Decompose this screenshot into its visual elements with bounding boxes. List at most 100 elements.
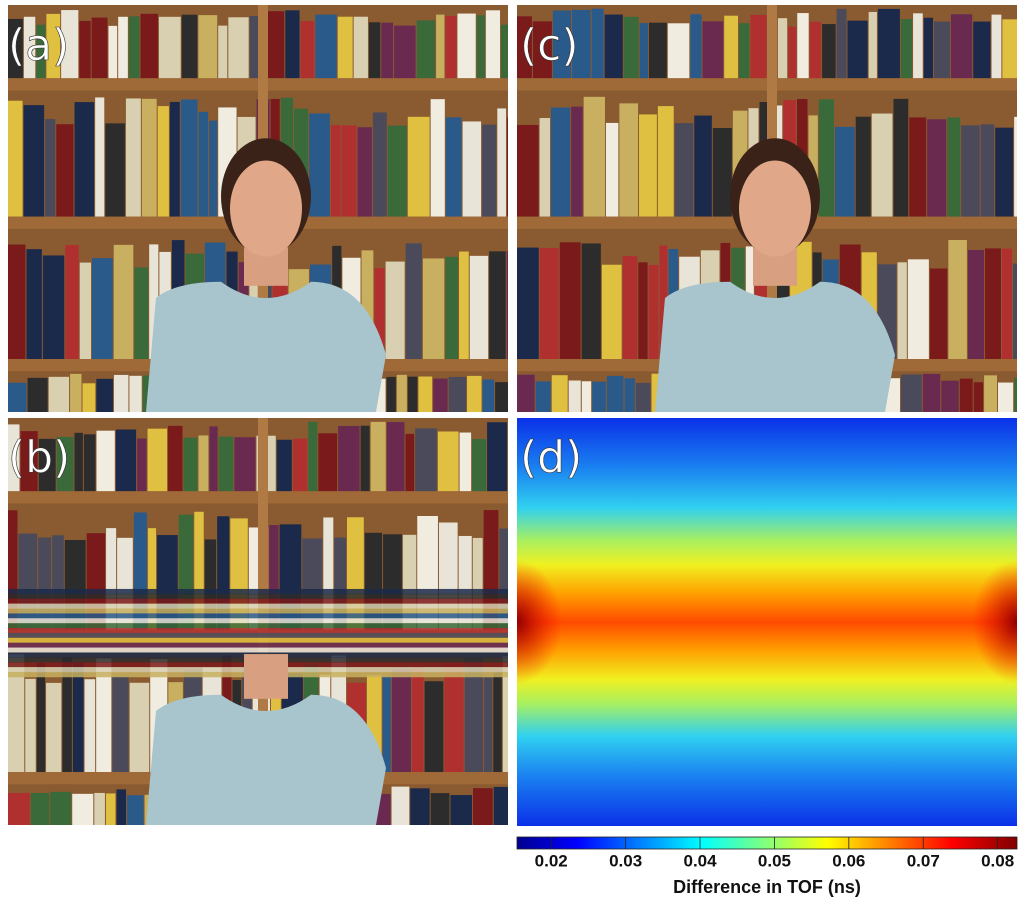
warp-band	[8, 589, 508, 594]
book	[301, 21, 315, 78]
book	[49, 377, 69, 412]
book	[974, 382, 983, 412]
book	[947, 118, 960, 217]
book	[467, 376, 482, 412]
book	[82, 383, 95, 412]
face	[739, 161, 811, 257]
book	[354, 17, 368, 79]
book	[934, 22, 950, 79]
warp-band	[8, 594, 508, 599]
book	[449, 377, 466, 412]
book	[984, 375, 997, 412]
book	[690, 14, 701, 78]
book	[445, 257, 458, 359]
book	[473, 788, 493, 825]
book	[130, 683, 150, 772]
heatmap-edge	[517, 560, 607, 684]
book	[127, 795, 144, 825]
panel-label: (d)	[520, 432, 582, 483]
book	[835, 127, 855, 217]
book	[267, 11, 284, 78]
book	[388, 126, 407, 217]
book	[901, 375, 922, 412]
book	[438, 431, 459, 491]
book	[129, 16, 140, 78]
book	[50, 792, 71, 825]
book	[837, 9, 847, 78]
book	[199, 112, 209, 217]
colorbar-tick-label: 0.03	[609, 851, 642, 870]
panel-label: (b)	[8, 432, 70, 483]
book	[872, 114, 893, 217]
book	[25, 679, 36, 772]
book	[112, 676, 128, 772]
panel-label: (c)	[520, 20, 579, 71]
photo-panel	[8, 418, 508, 837]
book	[497, 108, 506, 216]
book	[668, 23, 690, 78]
book	[415, 428, 437, 491]
book	[116, 430, 136, 492]
book	[1013, 264, 1017, 360]
book	[739, 23, 749, 78]
book	[431, 99, 445, 216]
book	[170, 102, 180, 217]
colorbar-tick-label: 0.07	[907, 851, 940, 870]
book	[856, 117, 871, 217]
book	[457, 14, 475, 79]
book	[649, 265, 659, 359]
book	[116, 789, 126, 825]
book	[417, 20, 435, 78]
book	[31, 793, 49, 825]
book	[137, 439, 146, 492]
book	[361, 426, 370, 492]
book	[540, 118, 550, 217]
book	[381, 23, 393, 79]
book	[285, 10, 299, 78]
book	[293, 439, 307, 492]
book	[392, 669, 411, 772]
book	[450, 795, 472, 825]
book	[459, 252, 469, 360]
book	[536, 381, 551, 412]
book	[75, 102, 95, 217]
book	[94, 793, 105, 825]
book	[482, 125, 496, 217]
book	[560, 242, 581, 359]
book	[619, 103, 638, 216]
book	[56, 124, 73, 216]
book	[74, 433, 82, 491]
book	[114, 375, 128, 412]
book	[308, 422, 317, 492]
book	[913, 13, 923, 78]
book	[470, 256, 488, 359]
book	[309, 113, 330, 216]
book	[606, 123, 618, 217]
warp-band	[8, 599, 508, 604]
warp-band	[8, 633, 508, 638]
book	[494, 787, 508, 825]
book	[584, 97, 605, 217]
book	[198, 435, 208, 491]
book	[489, 251, 506, 359]
book	[369, 22, 380, 78]
book	[114, 245, 134, 359]
book	[592, 382, 606, 412]
book	[605, 15, 623, 79]
book	[43, 255, 64, 359]
book	[908, 259, 929, 359]
book	[493, 672, 502, 772]
book	[551, 108, 570, 217]
book	[392, 787, 410, 825]
book	[592, 9, 604, 79]
shirt	[146, 695, 386, 825]
book	[141, 14, 158, 78]
warp-band	[8, 628, 508, 633]
book	[106, 793, 116, 825]
book	[24, 105, 45, 217]
book	[26, 249, 41, 359]
book	[386, 262, 405, 360]
book	[118, 17, 128, 78]
book	[423, 258, 444, 359]
book	[446, 117, 462, 216]
